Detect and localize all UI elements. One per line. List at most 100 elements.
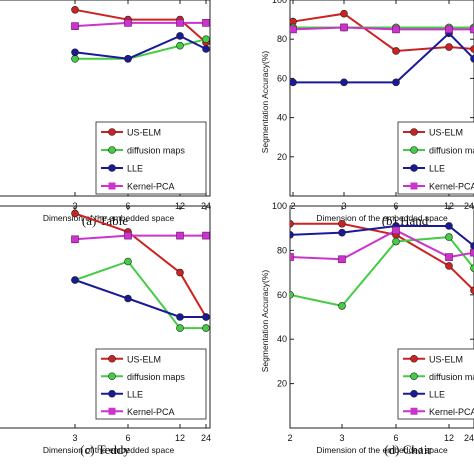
y-tick-label: 40 [277, 113, 287, 123]
legend-label: diffusion maps [429, 372, 474, 382]
y-tick-label: 100 [272, 0, 287, 5]
legend-marker [410, 146, 418, 154]
x-axis-label: Dimension of the embedded space [43, 445, 175, 455]
legend-label: diffusion maps [429, 146, 474, 156]
data-point [202, 324, 210, 332]
x-tick-label: 6 [393, 433, 398, 443]
data-point [470, 286, 474, 295]
data-point [290, 231, 294, 239]
data-point [176, 41, 184, 50]
x-tick-label: 3 [339, 433, 344, 443]
data-point [290, 253, 294, 261]
plot-frame [0, 0, 211, 197]
data-point [124, 231, 132, 240]
legend-label: US-ELM [429, 354, 463, 364]
x-tick-label: 12 [444, 433, 454, 443]
chart-panel-3: 3 6 12 24 Dimension of the embedded space US-… [0, 205, 211, 457]
x-tick-label: 6 [125, 433, 130, 443]
data-point [176, 268, 184, 277]
data-point [445, 262, 453, 270]
data-point [338, 255, 346, 264]
legend-marker [410, 354, 418, 363]
legend-label: LLE [127, 164, 143, 174]
data-point [338, 219, 346, 228]
data-point [71, 48, 79, 57]
data-point [445, 25, 453, 34]
x-axis-label: Dimension of the embedded space [316, 213, 448, 223]
y-tick-label: 40 [277, 334, 287, 344]
legend-marker [410, 128, 418, 136]
legend-marker [108, 354, 116, 363]
data-point [202, 45, 210, 53]
y-tick-label: 80 [277, 34, 287, 44]
panel-caption: (d) Chair [384, 442, 432, 457]
legend-label: US-ELM [127, 354, 161, 364]
legend-label: diffusion maps [127, 146, 185, 156]
data-point [176, 231, 184, 240]
legend-marker [108, 372, 116, 381]
series-line-2 [75, 38, 207, 60]
legend-label: LLE [429, 164, 445, 174]
plot-frame [289, 205, 474, 429]
legend-box [397, 121, 474, 195]
legend-marker [410, 389, 418, 398]
legend-marker [410, 372, 418, 381]
data-point [470, 248, 474, 257]
legend-label: Kernel-PCA [127, 407, 175, 417]
plot-frame [0, 205, 211, 429]
x-tick-label: 24 [201, 433, 211, 443]
y-tick-label: 20 [277, 379, 287, 389]
series-line-1 [74, 8, 207, 44]
data-point [124, 257, 132, 266]
plot-area [71, 6, 210, 63]
data-point [290, 219, 294, 228]
data-point [71, 54, 79, 63]
data-point [202, 19, 210, 27]
data-point [470, 45, 474, 53]
y-tick-label: 80 [277, 245, 287, 255]
data-point [340, 9, 348, 18]
plot-area [71, 209, 210, 332]
legend: US-ELM diffusion maps LLE Kernel-PCA [397, 348, 474, 420]
data-point [71, 22, 79, 30]
data-point [290, 25, 297, 34]
data-point [176, 324, 184, 332]
data-point [470, 242, 474, 250]
y-axis-label: Segmentation Accuracy(%) [260, 270, 270, 373]
legend-box [397, 348, 474, 420]
data-point [71, 209, 79, 218]
legend: US-ELM diffusion maps LLE Kernel-PCA [397, 121, 474, 195]
data-point [392, 25, 400, 34]
legend-label: US-ELM [127, 128, 161, 138]
series-line-1 [74, 212, 207, 318]
data-point [202, 35, 210, 44]
data-point [176, 19, 184, 27]
series-line-3 [74, 279, 206, 318]
series-line-4 [74, 21, 206, 28]
legend-marker [108, 182, 116, 190]
legend-marker [108, 146, 116, 154]
series-line-2 [290, 236, 474, 308]
legend-marker [108, 407, 116, 415]
series-line-3 [293, 31, 474, 84]
legend-label: Kernel-PCA [127, 182, 175, 192]
plot-frame [289, 0, 474, 197]
y-tick-label: 20 [277, 152, 287, 162]
data-point [470, 55, 474, 63]
data-point [290, 78, 297, 87]
legend-label: Kernel-PCA [429, 182, 474, 192]
data-point [392, 226, 400, 235]
panel-caption: (a) Table [82, 213, 128, 228]
series-line-3 [74, 34, 207, 60]
legend-marker [410, 164, 418, 172]
data-point [445, 253, 453, 261]
x-axis-label: Dimension of the embedded space [43, 213, 175, 223]
legend-marker [410, 182, 418, 190]
x-tick-label: 3 [72, 433, 77, 443]
data-point [340, 78, 348, 87]
panel-caption: (c) Teddy [80, 442, 130, 457]
data-point [445, 43, 453, 51]
y-axis-label: Segmentation Accuracy(%) [260, 51, 270, 154]
